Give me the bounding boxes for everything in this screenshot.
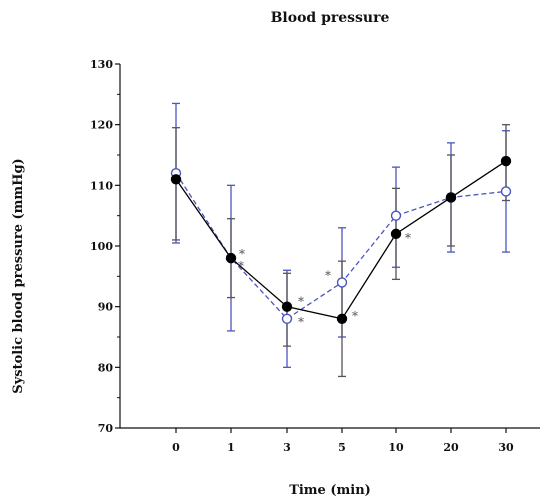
x-tick-label: 1 [227,441,235,454]
x-ticks: 0 1 3 5 10 20 30 [172,428,514,454]
data-point [390,210,402,221]
data-point [170,174,182,185]
x-axis-label: Time (min) [289,483,371,498]
y-tick-label: 120 [90,119,113,132]
data-point [336,277,348,288]
series-line [175,172,507,320]
data-point [500,155,512,167]
y-ticks: 70 80 90 100 110 120 130 [90,58,120,435]
y-tick-label: 100 [90,240,113,253]
significance-marker: * [298,315,304,329]
series-layer: ******* [170,102,512,378]
data-point [225,252,237,264]
data-point [281,301,293,312]
y-tick-label: 90 [98,301,114,314]
series-2 [172,102,510,368]
series-1-markers [170,155,512,324]
data-point [390,228,402,240]
y-tick-label: 70 [98,422,114,435]
series-line [175,160,507,320]
x-tick-label: 0 [172,441,180,454]
y-axis-label: Systolic blood pressure (mmHg) [11,158,26,393]
y-tick-label: 110 [90,179,113,192]
data-point [281,313,293,324]
significance-marker: * [405,231,411,245]
data-point [336,313,348,324]
significance-marker: * [325,268,331,282]
x-tick-label: 3 [283,441,291,454]
significance-marker: * [298,295,304,309]
significance-marker: * [238,259,244,273]
significance-marker: * [352,309,358,323]
chart-title: Blood pressure [271,10,390,26]
y-tick-label: 130 [90,58,113,71]
series-1 [172,124,510,378]
data-point [445,192,457,203]
x-tick-label: 5 [338,441,346,454]
x-tick-label: 30 [498,441,514,454]
x-tick-label: 20 [443,441,459,454]
x-tick-label: 10 [388,441,404,454]
significance-marker: * [239,247,245,261]
y-tick-label: 80 [98,361,114,374]
data-point [500,186,512,197]
